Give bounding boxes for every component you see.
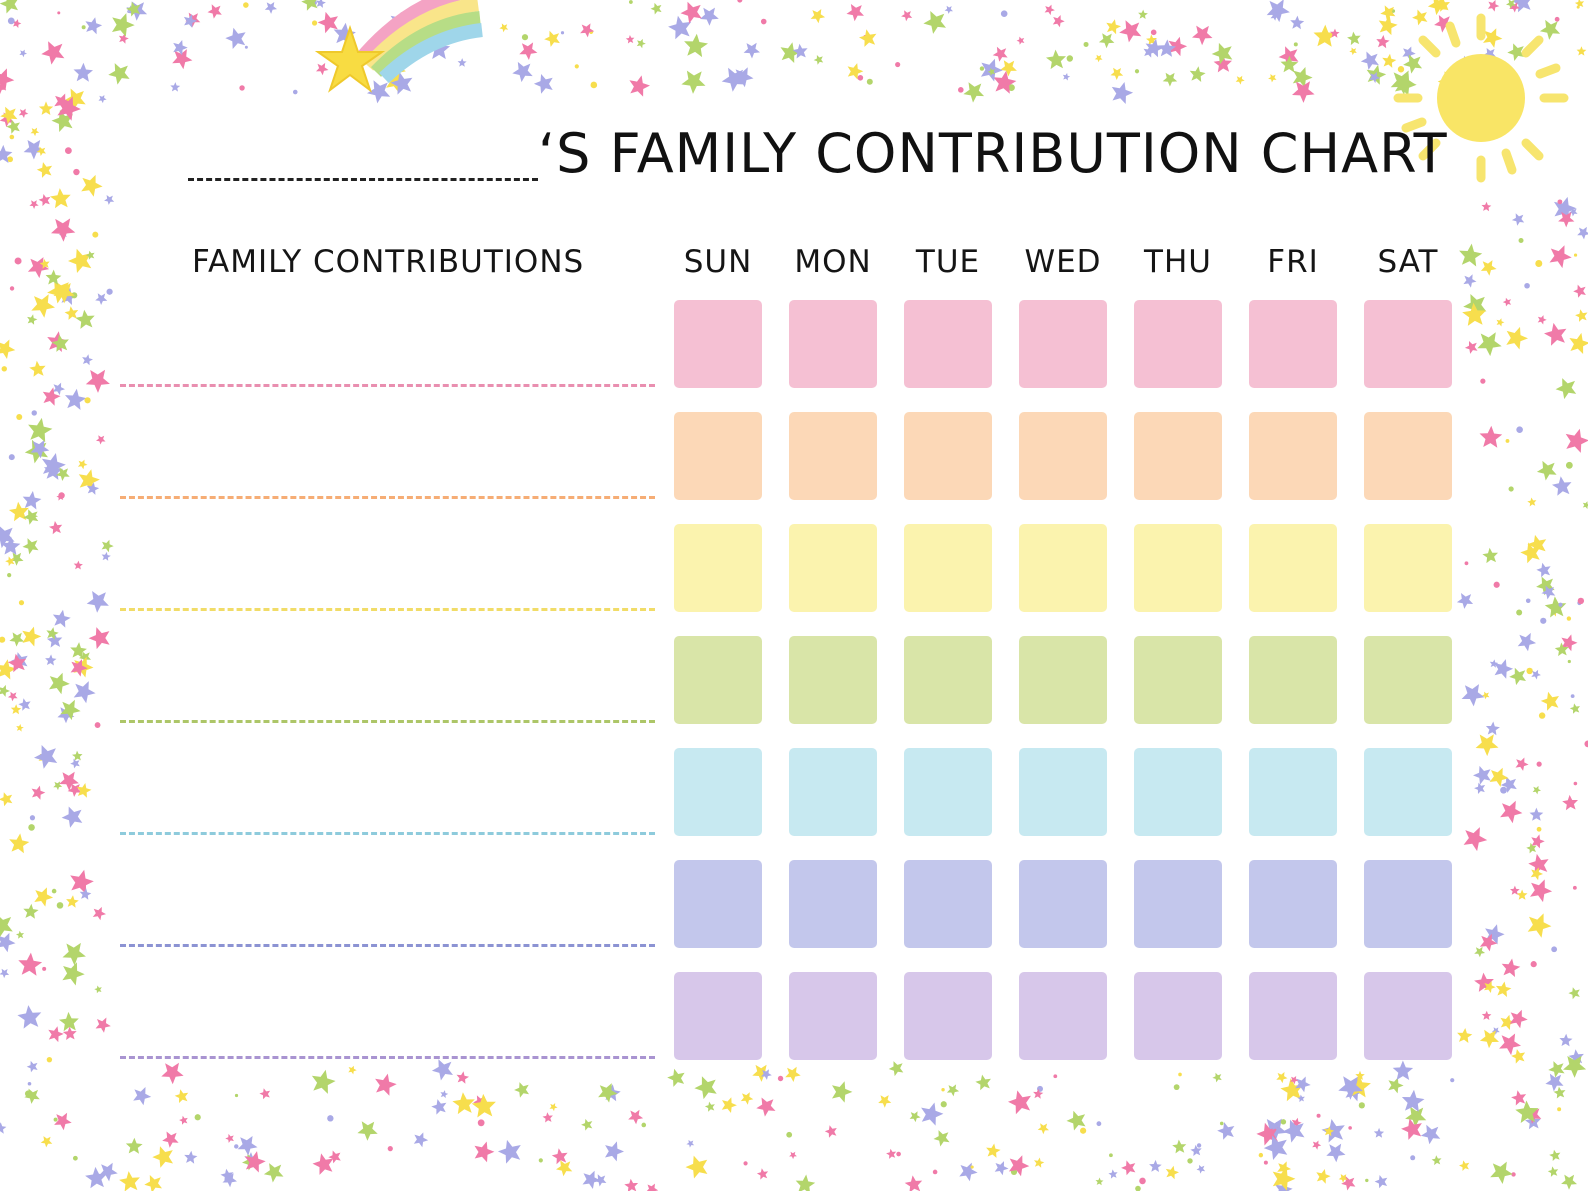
contribution-entry-line[interactable] xyxy=(120,720,655,723)
checkbox-cell-sat[interactable] xyxy=(1364,412,1452,500)
day-header-thu: THU xyxy=(1144,244,1212,280)
shooting-star-rainbow-icon xyxy=(314,0,483,93)
checkbox-cell-sat[interactable] xyxy=(1364,636,1452,724)
checkbox-cell-wed[interactable] xyxy=(1019,300,1107,388)
checkbox-cell-wed[interactable] xyxy=(1019,412,1107,500)
day-header-fri: FRI xyxy=(1267,244,1319,280)
day-header-sat: SAT xyxy=(1377,244,1439,280)
checkbox-cell-mon[interactable] xyxy=(789,524,877,612)
contribution-entry-line[interactable] xyxy=(120,496,655,499)
checkbox-cell-fri[interactable] xyxy=(1249,412,1337,500)
checkbox-cell-sun[interactable] xyxy=(674,412,762,500)
contribution-entry-line[interactable] xyxy=(120,384,655,387)
contribution-entry-line[interactable] xyxy=(120,608,655,611)
checkbox-cell-mon[interactable] xyxy=(789,636,877,724)
checkbox-cell-tue[interactable] xyxy=(904,412,992,500)
checkbox-cell-fri[interactable] xyxy=(1249,524,1337,612)
checkbox-cell-thu[interactable] xyxy=(1134,300,1222,388)
checkbox-cell-tue[interactable] xyxy=(904,972,992,1060)
checkbox-cell-fri[interactable] xyxy=(1249,636,1337,724)
checkbox-cell-sat[interactable] xyxy=(1364,300,1452,388)
checkbox-cell-tue[interactable] xyxy=(904,860,992,948)
checkbox-cell-sun[interactable] xyxy=(674,524,762,612)
checkbox-cell-tue[interactable] xyxy=(904,300,992,388)
day-header-sun: SUN xyxy=(683,244,753,280)
checkbox-cell-thu[interactable] xyxy=(1134,748,1222,836)
checkbox-cell-wed[interactable] xyxy=(1019,748,1107,836)
family-contributions-header: FAMILY CONTRIBUTIONS xyxy=(192,244,585,280)
chart-title-text: ‘S FAMILY CONTRIBUTION CHART xyxy=(538,122,1448,185)
checkbox-cell-thu[interactable] xyxy=(1134,636,1222,724)
checkbox-cell-sun[interactable] xyxy=(674,300,762,388)
checkbox-cell-thu[interactable] xyxy=(1134,860,1222,948)
checkbox-cell-tue[interactable] xyxy=(904,748,992,836)
checkbox-cell-wed[interactable] xyxy=(1019,972,1107,1060)
contribution-entry-line[interactable] xyxy=(120,832,655,835)
sun-icon xyxy=(1393,13,1569,183)
checkbox-cell-sat[interactable] xyxy=(1364,860,1452,948)
checkbox-cell-mon[interactable] xyxy=(789,412,877,500)
checkbox-cell-wed[interactable] xyxy=(1019,860,1107,948)
checkbox-cell-fri[interactable] xyxy=(1249,748,1337,836)
checkbox-cell-sun[interactable] xyxy=(674,636,762,724)
checkbox-cell-wed[interactable] xyxy=(1019,636,1107,724)
chart-title: ‘S FAMILY CONTRIBUTION CHART xyxy=(188,108,1448,189)
checkbox-cell-sat[interactable] xyxy=(1364,972,1452,1060)
checkbox-cell-fri[interactable] xyxy=(1249,972,1337,1060)
contribution-entry-line[interactable] xyxy=(120,944,655,947)
name-blank-line[interactable] xyxy=(188,108,538,181)
day-header-tue: TUE xyxy=(915,244,981,280)
checkbox-cell-sat[interactable] xyxy=(1364,748,1452,836)
checkbox-cell-fri[interactable] xyxy=(1249,860,1337,948)
checkbox-cell-wed[interactable] xyxy=(1019,524,1107,612)
day-header-wed: WED xyxy=(1024,244,1102,280)
checkbox-cell-thu[interactable] xyxy=(1134,972,1222,1060)
checkbox-cell-thu[interactable] xyxy=(1134,524,1222,612)
checkbox-cell-mon[interactable] xyxy=(789,972,877,1060)
contribution-entry-line[interactable] xyxy=(120,1056,655,1059)
checkbox-cell-thu[interactable] xyxy=(1134,412,1222,500)
checkbox-cell-sun[interactable] xyxy=(674,860,762,948)
checkbox-cell-tue[interactable] xyxy=(904,524,992,612)
checkbox-cell-sat[interactable] xyxy=(1364,524,1452,612)
checkbox-cell-sun[interactable] xyxy=(674,748,762,836)
checkbox-cell-mon[interactable] xyxy=(789,300,877,388)
checkbox-cell-mon[interactable] xyxy=(789,860,877,948)
day-header-mon: MON xyxy=(794,244,872,280)
checkbox-cell-fri[interactable] xyxy=(1249,300,1337,388)
checkbox-cell-tue[interactable] xyxy=(904,636,992,724)
checkbox-cell-sun[interactable] xyxy=(674,972,762,1060)
checkbox-cell-mon[interactable] xyxy=(789,748,877,836)
